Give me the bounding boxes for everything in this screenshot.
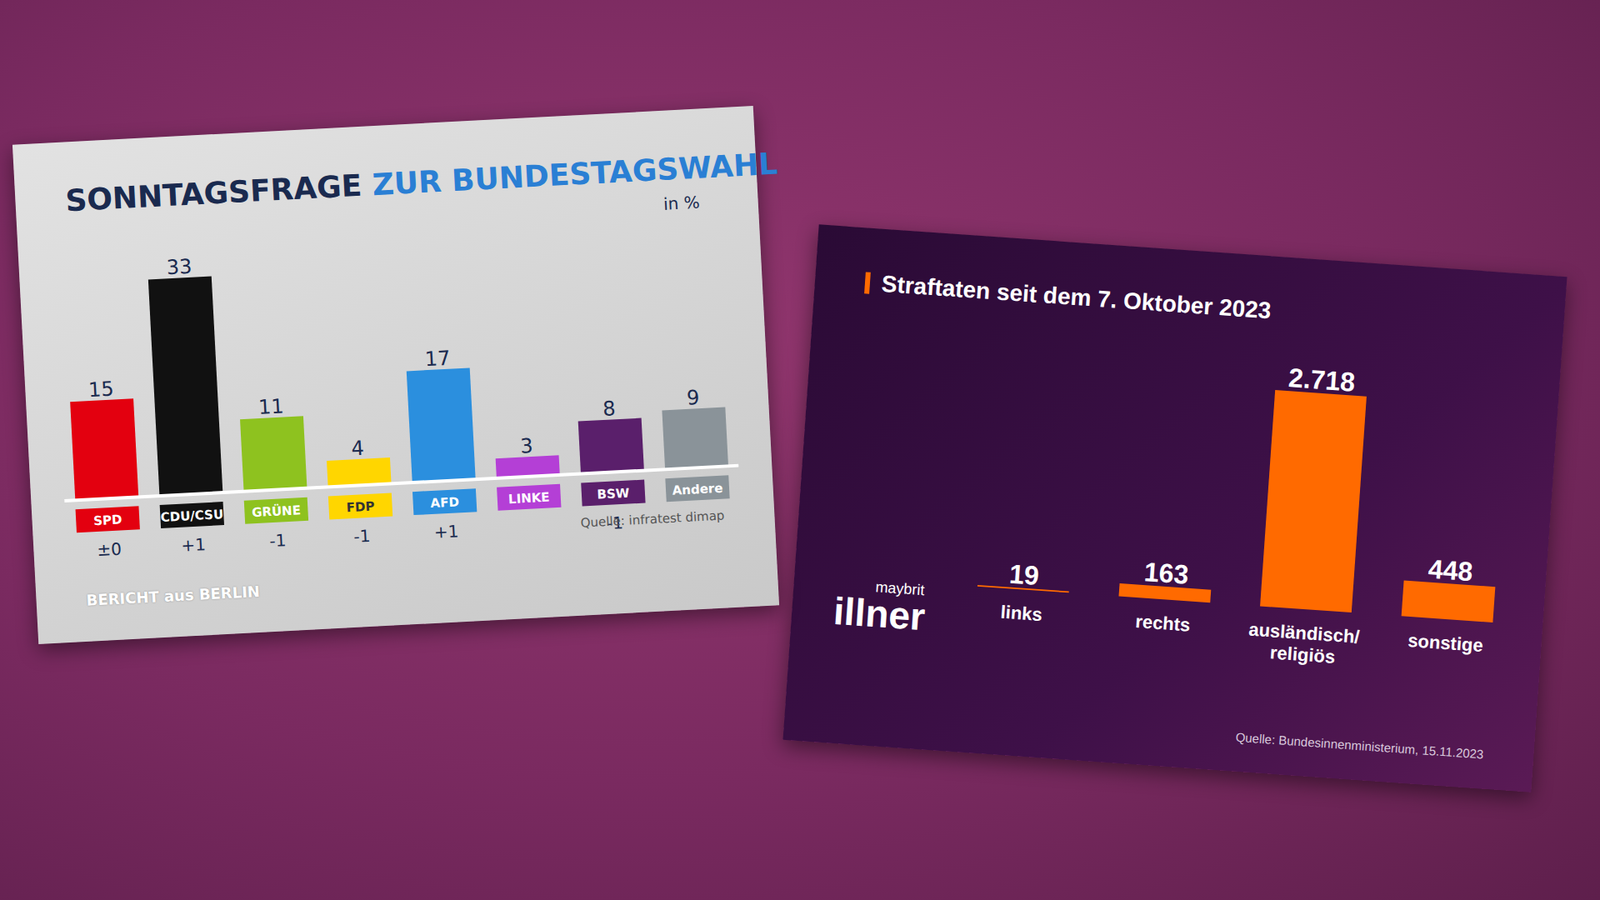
svg-text:LINKE: LINKE: [508, 490, 550, 508]
svg-text:-1: -1: [269, 530, 287, 551]
html-text:ZUR BUNDESTAGSWAHL: ZUR BUNDESTAGSWAHL: [371, 146, 779, 202]
svg-text:rechts: rechts: [1135, 610, 1192, 636]
html-text:in %: in %: [662, 192, 701, 215]
svg-text:33: 33: [165, 255, 193, 280]
svg-text:17: 17: [424, 346, 451, 372]
svg-text:+1: +1: [433, 520, 460, 543]
svg-text:163: 163: [1143, 556, 1190, 590]
svg-text:+1: +1: [180, 534, 207, 556]
svg-text:3: 3: [520, 434, 535, 459]
svg-text:19: 19: [1008, 559, 1040, 591]
svg-text:2.718: 2.718: [1287, 362, 1356, 397]
svg-text:links: links: [1000, 601, 1044, 625]
svg-text:15: 15: [87, 377, 115, 403]
svg-text:-1: -1: [353, 525, 371, 547]
html-text:Straftaten seit dem 7. Oktober: Straftaten seit dem 7. Oktober 2023: [880, 270, 1272, 324]
svg-text:BSW: BSW: [596, 485, 630, 503]
svg-text:AFD: AFD: [430, 494, 460, 511]
svg-text:±0: ±0: [96, 539, 123, 561]
html-text:SONNTAGSFRAGE: SONNTAGSFRAGE: [64, 168, 363, 218]
html-text:illner: illner: [832, 589, 927, 639]
svg-text:11: 11: [257, 394, 285, 420]
svg-text:GRÜNE: GRÜNE: [251, 501, 302, 520]
svg-text:FDP: FDP: [345, 499, 375, 516]
svg-text:8: 8: [602, 396, 617, 421]
html-text:Quelle: infratest dimap: Quelle: infratest dimap: [580, 508, 725, 531]
svg-text:sonstige: sonstige: [1407, 630, 1485, 656]
html-text:BERICHT aus BERLIN: BERICHT aus BERLIN: [85, 582, 261, 609]
svg-text:Andere: Andere: [671, 480, 724, 499]
html-text:Quelle: Bundesinnenministerium: Quelle: Bundesinnenministerium, 15.11.20…: [1235, 729, 1485, 762]
svg-text:SPD: SPD: [93, 511, 123, 529]
html-text:maybrit: maybrit: [874, 578, 926, 599]
svg-text:ausländisch/religiös: ausländisch/religiös: [1246, 619, 1361, 670]
svg-text:CDU/CSU: CDU/CSU: [160, 506, 224, 525]
svg-text:448: 448: [1427, 554, 1475, 588]
svg-text:4: 4: [350, 436, 365, 461]
svg-text:9: 9: [685, 385, 700, 410]
